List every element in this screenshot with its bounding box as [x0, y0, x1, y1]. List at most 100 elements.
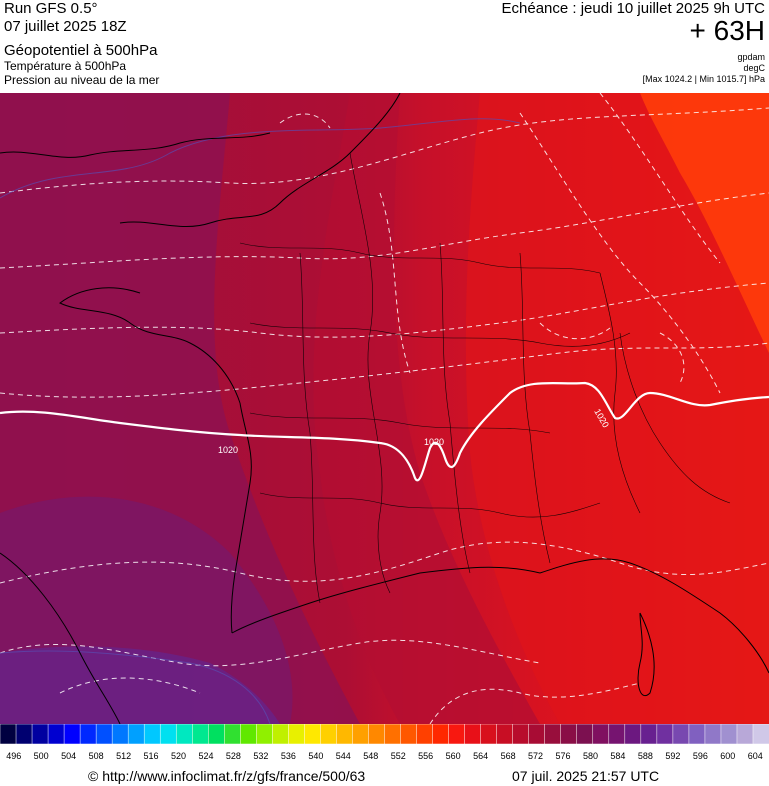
legend-swatch: [47, 724, 65, 745]
legend-swatch: [143, 724, 161, 745]
legend-value: 516: [144, 751, 159, 761]
legend-labels: 496 500 504 508 512 516 520 524 528 532 536 540 544 5…: [6, 751, 763, 761]
legend-swatch: [95, 724, 113, 745]
legend-value: 604: [748, 751, 763, 761]
legend-swatch: [448, 724, 466, 745]
unit-gpdam: gpdam: [737, 52, 765, 62]
legend-swatch: [31, 724, 49, 745]
pressure-min-max: [Max 1024.2 | Min 1015.7] hPa: [642, 74, 765, 84]
legend-swatch: [608, 724, 626, 745]
legend-swatch: [384, 724, 402, 745]
legend-swatch: [400, 724, 418, 745]
isobar-label: 1020: [424, 437, 444, 447]
legend-swatch: [352, 724, 370, 745]
source-url[interactable]: © http://www.infoclimat.fr/z/gfs/france/…: [88, 768, 366, 784]
legend-swatch: [512, 724, 530, 745]
legend-swatch: [224, 724, 242, 745]
legend-value: 592: [665, 751, 680, 761]
legend-value: 572: [528, 751, 543, 761]
legend-swatch: [192, 724, 210, 745]
legend-value: 540: [308, 751, 323, 761]
legend-value: 600: [720, 751, 735, 761]
field-temperature: Température à 500hPa: [4, 59, 127, 73]
legend-swatch: [720, 724, 738, 745]
legend-swatch: [15, 724, 33, 745]
legend-swatch: [240, 724, 258, 745]
legend-swatch: [576, 724, 594, 745]
legend-swatch: [432, 724, 450, 745]
legend-swatch: [288, 724, 306, 745]
legend-swatch: [544, 724, 562, 745]
color-legend: 496 500 504 508 512 516 520 524 528 532 536 540 544 5…: [0, 724, 769, 761]
geopotential-contours: [0, 118, 521, 724]
run-title: Run GFS 0.5°: [4, 0, 98, 17]
legend-swatch: [256, 724, 274, 745]
legend-value: 588: [638, 751, 653, 761]
band-deep-purple: [0, 646, 280, 724]
legend-value: 560: [446, 751, 461, 761]
legend-swatch: [736, 724, 754, 745]
legend-value: 512: [116, 751, 131, 761]
isobar-1020: [0, 381, 769, 482]
coastlines: [0, 93, 769, 724]
legend-value: 528: [226, 751, 241, 761]
legend-value: 508: [89, 751, 104, 761]
legend-swatch: [304, 724, 322, 745]
legend-swatch: [464, 724, 482, 745]
legend-value: 552: [391, 751, 406, 761]
legend-swatch: [624, 724, 642, 745]
legend-swatch: [111, 724, 129, 745]
isotherms: [0, 93, 769, 724]
legend-value: 532: [253, 751, 268, 761]
field-pressure: Pression au niveau de la mer: [4, 73, 160, 87]
legend-swatch: [208, 724, 226, 745]
legend-swatches: [0, 724, 769, 745]
legend-swatch: [640, 724, 658, 745]
band-crimson-central: [313, 93, 540, 724]
legend-value: 576: [556, 751, 571, 761]
legend-swatch: [528, 724, 546, 745]
legend-value: 584: [610, 751, 625, 761]
forecast-hour: + 63H: [689, 15, 766, 46]
legend-swatch: [656, 724, 674, 745]
generated-date: 07 juil. 2025 21:57 UTC: [512, 768, 660, 784]
run-date: 07 juillet 2025 18Z: [4, 18, 127, 35]
legend-value: 596: [693, 751, 708, 761]
legend-value: 504: [61, 751, 76, 761]
legend-swatch: [704, 724, 722, 745]
legend-value: 548: [363, 751, 378, 761]
legend-swatch: [63, 724, 81, 745]
legend-swatch: [416, 724, 434, 745]
legend-swatch: [480, 724, 498, 745]
field-geopotential: Géopotentiel à 500hPa: [4, 42, 158, 59]
band-orange-northeast: [640, 93, 769, 353]
legend-swatch: [688, 724, 706, 745]
legend-swatch: [127, 724, 145, 745]
admin-borders: [239, 152, 731, 604]
legend-value: 544: [336, 751, 351, 761]
legend-swatch: [272, 724, 290, 745]
unit-degc: degC: [743, 63, 765, 73]
legend-value: 564: [473, 751, 488, 761]
band-red-east: [465, 93, 769, 724]
legend-value: 520: [171, 751, 186, 761]
legend-swatch: [672, 724, 690, 745]
forecast-map: 1020 1020 1020: [0, 93, 769, 724]
legend-value: 500: [34, 751, 49, 761]
legend-swatch: [175, 724, 193, 745]
legend-swatch: [368, 724, 386, 745]
legend-value: 496: [6, 751, 21, 761]
legend-value: 536: [281, 751, 296, 761]
legend-value: 556: [418, 751, 433, 761]
legend-swatch: [496, 724, 514, 745]
isobar-label: 1020: [218, 445, 238, 455]
legend-swatch: [0, 724, 17, 745]
legend-swatch: [560, 724, 578, 745]
forecast-time: Echéance : jeudi 10 juillet 2025 9h UTC: [501, 0, 766, 17]
legend-swatch: [320, 724, 338, 745]
legend-swatch: [336, 724, 354, 745]
legend-value: 568: [501, 751, 516, 761]
legend-value: 580: [583, 751, 598, 761]
legend-swatch: [159, 724, 177, 745]
legend-swatch: [79, 724, 97, 745]
